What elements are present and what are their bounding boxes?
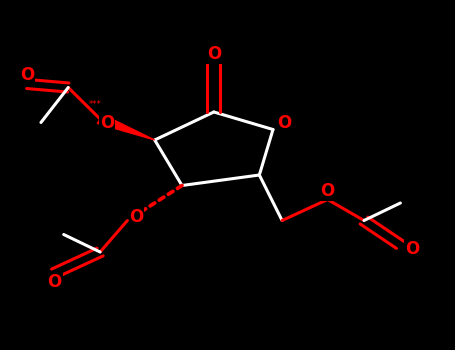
Text: O: O <box>20 66 35 84</box>
Polygon shape <box>97 114 155 140</box>
Text: O: O <box>100 113 114 132</box>
Text: O: O <box>404 239 419 258</box>
Text: ***: *** <box>89 100 102 110</box>
Text: O: O <box>129 208 144 226</box>
Text: O: O <box>320 182 335 200</box>
Text: O: O <box>277 113 292 132</box>
Text: O: O <box>207 45 221 63</box>
Text: O: O <box>47 273 62 291</box>
